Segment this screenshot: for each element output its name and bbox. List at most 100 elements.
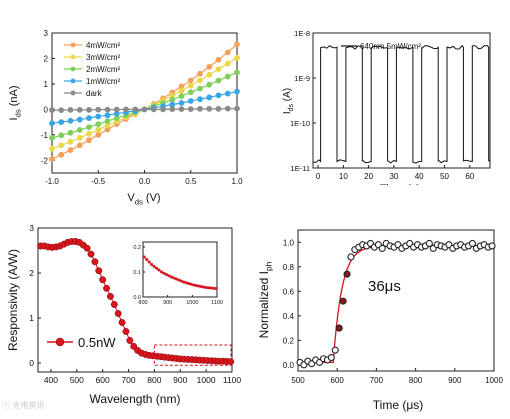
y-tick-label: 1E-8 (294, 29, 310, 38)
legend-marker (70, 54, 76, 60)
data-point (187, 82, 194, 89)
panel-b-switching: 0 10 20 30 40 50 60 1E-11 1E-10 1E-9 1E-8 640nm 5mW… (282, 29, 491, 185)
data-point (187, 98, 194, 104)
legend-label: 3mW/cm² (86, 53, 121, 62)
data-point (215, 92, 222, 99)
plot-frame (312, 32, 491, 169)
data-point (76, 116, 83, 123)
data-point (224, 105, 231, 112)
data-point (187, 89, 194, 96)
x-tick-label: 1000 (485, 376, 503, 385)
data-point (104, 118, 111, 124)
fit-curve (298, 245, 494, 364)
panel-a-iv-curves: -1.0 -0.5 0.0 0.5 1.0 -2 -1 0 1 2 3 4mW/cm² 3mW/cm² 2… (8, 29, 243, 206)
legend-label: 2mW/cm² (86, 65, 121, 74)
y-tick-label: 1E-10 (290, 119, 310, 128)
inset-point (147, 260, 151, 264)
x-tick-label: 1100 (223, 375, 242, 385)
inset-point (172, 276, 176, 280)
data-point (67, 129, 74, 136)
data-point (197, 85, 203, 92)
x-tick-label: 60 (465, 172, 474, 181)
inset-point (184, 281, 188, 285)
data-point (95, 106, 102, 113)
data-point (178, 93, 185, 100)
data-point (95, 131, 102, 138)
data-point (234, 41, 240, 48)
inset-point (162, 271, 166, 275)
data-point (76, 142, 83, 149)
inset-point (204, 286, 208, 289)
data-point (206, 105, 213, 112)
data-point (67, 138, 74, 145)
data-point (126, 337, 134, 344)
plot-frame (37, 227, 233, 373)
inset-point (209, 286, 213, 290)
legend-marker (70, 66, 76, 72)
legend-marker (70, 42, 76, 48)
legend-label: 640nm 5mW/cm² (360, 42, 421, 51)
data-point (206, 81, 213, 88)
data-point (343, 270, 351, 278)
inset-point (160, 270, 163, 274)
x-tick-label: 1.0 (231, 177, 243, 186)
inset-point (201, 285, 205, 289)
data-point (425, 239, 433, 248)
inset-point (167, 274, 171, 278)
legend-marker (70, 90, 76, 96)
inset-point (174, 277, 178, 281)
legend-label: 4mW/cm² (86, 41, 121, 50)
x-tick-label: 500 (70, 375, 84, 385)
data-point (86, 115, 92, 121)
data-point (87, 250, 95, 258)
y-axis-label: Normalized Iph (257, 261, 274, 338)
y-tick-label: 0 (44, 105, 49, 114)
data-point (76, 134, 83, 141)
data-point (224, 90, 231, 97)
data-point (187, 106, 194, 113)
data-point (49, 145, 55, 152)
inset-x-tick-label: 1000 (186, 300, 198, 306)
inset-point (197, 284, 200, 288)
data-point (488, 242, 496, 250)
y-tick-label: 3 (44, 29, 49, 38)
panel-c-responsivity: 400 500 600 700 800 900 1000 1100 0 1 2 3 0.5nW 800 90… (6, 223, 241, 406)
data-point (67, 147, 74, 153)
data-point (197, 105, 203, 112)
y-tick-label: 2 (29, 268, 34, 278)
data-point (95, 121, 102, 128)
x-tick-label: 900 (448, 376, 462, 385)
x-axis-label: Time (μs) (373, 398, 423, 412)
x-axis-label: Wavelength (nm) (90, 392, 181, 406)
data-point (378, 244, 386, 252)
y-tick-label: 1.0 (283, 238, 295, 247)
legend-label: 1mW/cm² (86, 77, 121, 86)
inset-point (164, 273, 168, 276)
inset-point (150, 263, 154, 266)
plot-frame (51, 32, 238, 174)
data-point (58, 119, 65, 125)
data-point (95, 126, 102, 133)
y-tick-label: 3 (29, 223, 34, 233)
data-point (141, 106, 148, 113)
data-point (67, 106, 74, 113)
legend-label: 0.5nW (78, 335, 116, 350)
data-point (169, 96, 176, 103)
x-tick-label: 1000 (197, 375, 216, 385)
data-point (58, 142, 65, 149)
panel-d-rise-time: 500 600 700 800 900 1000 0.0 0.2 0.4 0.6 0.8 1.0 36μ… (257, 229, 503, 412)
data-point (187, 77, 194, 84)
y-tick-label: 1E-11 (291, 164, 310, 173)
x-tick-label: 600 (331, 376, 345, 385)
data-point (234, 55, 240, 61)
x-tick-label: 800 (147, 375, 161, 385)
current-trace (312, 44, 491, 164)
data-point (99, 276, 107, 284)
data-point (103, 284, 110, 292)
data-point (86, 106, 92, 113)
data-point (335, 324, 343, 332)
inset-x-tick-label: 900 (163, 300, 172, 306)
data-point (206, 71, 213, 78)
data-point (49, 134, 55, 141)
